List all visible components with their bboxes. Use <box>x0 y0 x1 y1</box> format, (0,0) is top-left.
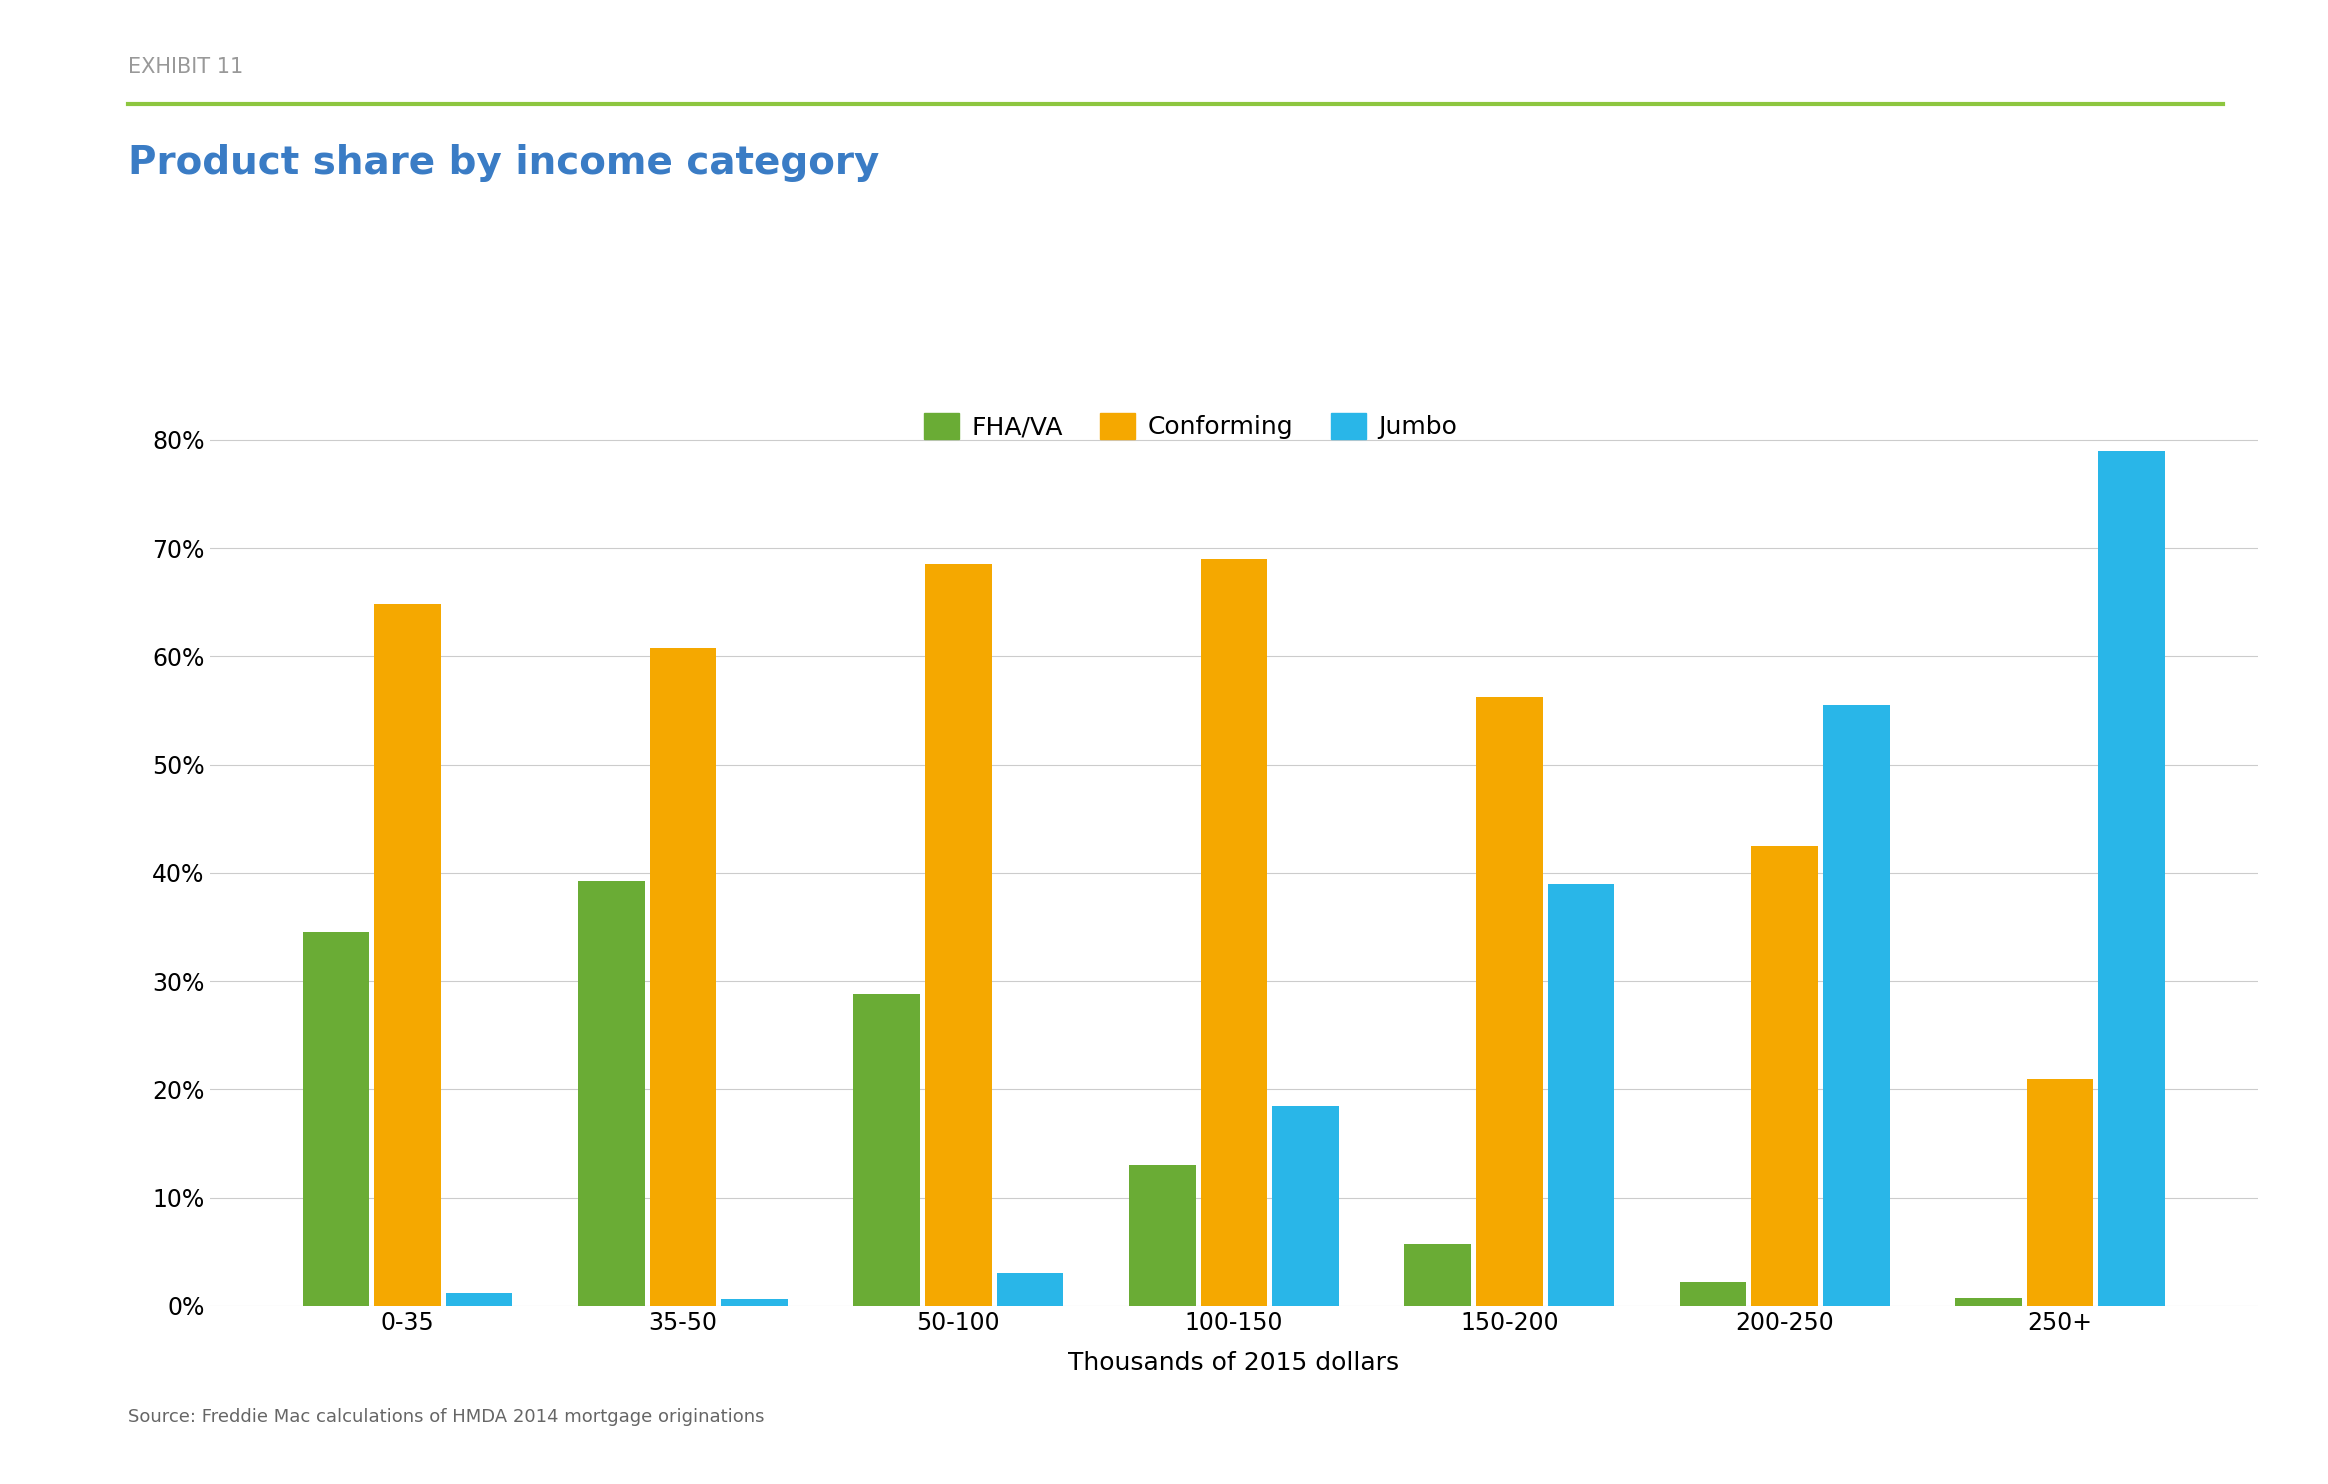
Bar <box>1548 884 1613 1306</box>
Bar <box>854 994 920 1306</box>
Bar <box>447 1293 512 1306</box>
Bar <box>1201 559 1266 1306</box>
Bar <box>1751 846 1818 1306</box>
Bar <box>577 880 645 1306</box>
Bar <box>650 649 717 1306</box>
Bar <box>2028 1079 2093 1306</box>
Bar <box>303 932 370 1306</box>
Bar <box>2098 451 2165 1306</box>
Bar <box>996 1273 1064 1306</box>
Bar <box>375 604 440 1306</box>
Bar <box>1404 1244 1471 1306</box>
X-axis label: Thousands of 2015 dollars: Thousands of 2015 dollars <box>1069 1352 1399 1376</box>
Text: EXHIBIT 11: EXHIBIT 11 <box>128 56 244 77</box>
Bar <box>1823 705 1890 1306</box>
Text: Product share by income category: Product share by income category <box>128 144 880 183</box>
Bar <box>1271 1106 1339 1306</box>
Bar <box>1129 1165 1197 1306</box>
Text: Source: Freddie Mac calculations of HMDA 2014 mortgage originations: Source: Freddie Mac calculations of HMDA… <box>128 1408 764 1426</box>
Bar <box>1681 1282 1746 1306</box>
Bar <box>1476 696 1543 1306</box>
Legend: FHA/VA, Conforming, Jumbo: FHA/VA, Conforming, Jumbo <box>913 404 1467 450</box>
Bar <box>722 1300 787 1306</box>
Bar <box>924 564 992 1306</box>
Bar <box>1956 1298 2021 1306</box>
